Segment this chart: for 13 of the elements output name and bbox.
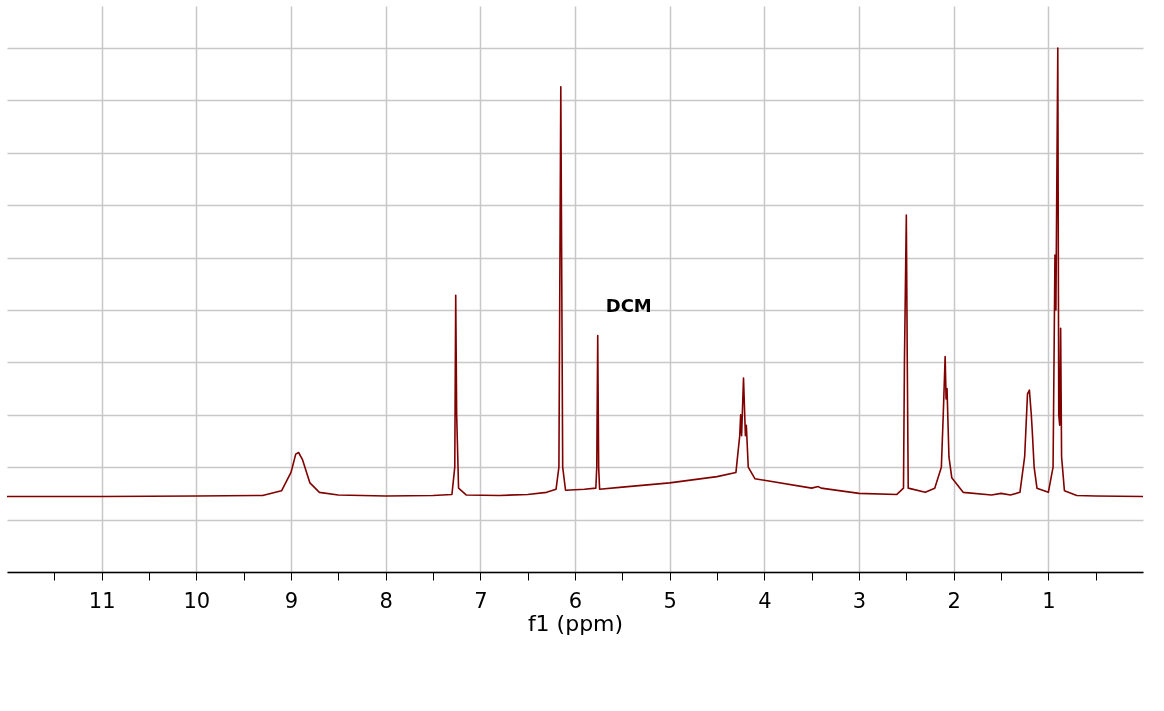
x-tick-label: 5 — [663, 588, 677, 613]
x-tick-label: 10 — [183, 588, 211, 613]
x-axis-title: f1 (ppm) — [527, 610, 624, 636]
x-tick-label: 1 — [1042, 588, 1056, 613]
x-tick-label: 6 — [568, 588, 583, 613]
x-tick-label: 4 — [758, 588, 772, 613]
x-tick-label: 7 — [474, 588, 488, 613]
x-tick-label: 8 — [379, 588, 393, 613]
x-tick-label: 11 — [88, 588, 116, 613]
annotation: DCM — [605, 294, 652, 316]
x-tick-label: 2 — [947, 588, 961, 613]
x-tick-label: 9 — [284, 588, 299, 613]
x-tick-label: 3 — [852, 588, 867, 613]
